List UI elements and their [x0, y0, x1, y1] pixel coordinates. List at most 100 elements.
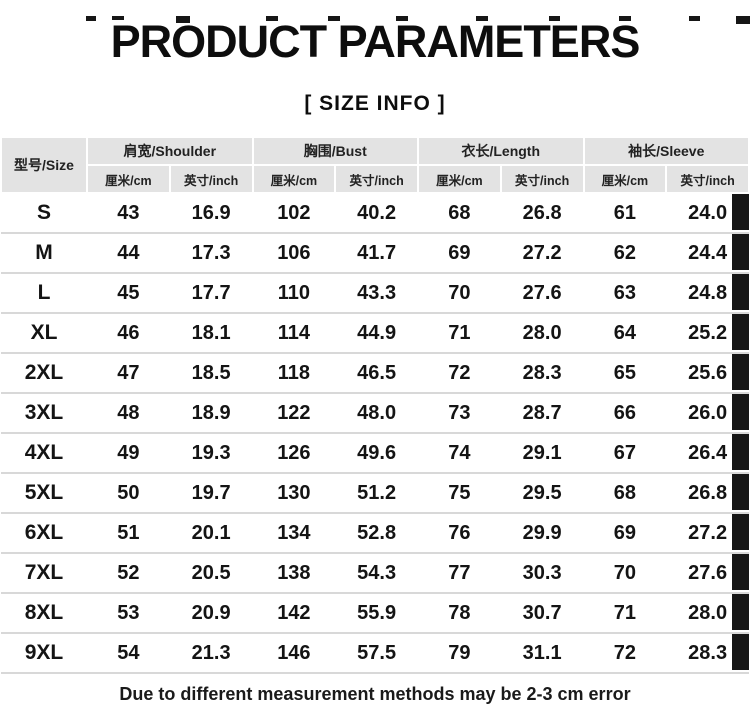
value-cell-inch: 28.3	[500, 353, 584, 394]
table-row: 9XL 54 21.3 146 57.5 79 31.1 72 28.3	[1, 633, 749, 674]
value-cell-inch: 25.2	[666, 313, 749, 354]
unit-header-inch: 英寸/inch	[499, 164, 585, 194]
value-cell-cm: 73	[418, 393, 501, 434]
value-cell-cm: 134	[252, 513, 336, 554]
value-cell-cm: 68	[583, 473, 667, 514]
value-cell-inch: 54.3	[335, 553, 418, 594]
value-cell-inch: 26.8	[666, 473, 749, 514]
value-cell-inch: 20.9	[169, 593, 253, 634]
value-cell-inch: 27.6	[500, 273, 584, 314]
value-cell-inch: 44.9	[335, 313, 418, 354]
value-cell-inch: 27.6	[666, 553, 749, 594]
value-cell-inch: 26.4	[666, 433, 749, 474]
table-row: S 43 16.9 102 40.2 68 26.8 61 24.0	[1, 193, 749, 234]
value-cell-cm: 78	[418, 593, 501, 634]
value-cell-inch: 17.3	[169, 233, 253, 274]
size-table: 型号/Size 肩宽/Shoulder 胸围/Bust 衣长/Length 袖长…	[0, 136, 750, 674]
size-table-header: 型号/Size 肩宽/Shoulder 胸围/Bust 衣长/Length 袖长…	[0, 136, 750, 194]
size-label: 3XL	[1, 393, 87, 434]
value-cell-cm: 67	[583, 433, 667, 474]
value-cell-cm: 43	[87, 193, 170, 234]
value-cell-cm: 76	[418, 513, 501, 554]
value-cell-inch: 28.3	[666, 633, 749, 674]
value-cell-cm: 70	[583, 553, 667, 594]
value-cell-cm: 50	[87, 473, 170, 514]
value-cell-cm: 47	[87, 353, 170, 394]
table-row: 3XL 48 18.9 122 48.0 73 28.7 66 26.0	[1, 393, 749, 434]
size-label: XL	[1, 313, 87, 354]
crop-artifacts	[0, 16, 750, 26]
value-cell-cm: 122	[252, 393, 336, 434]
table-row: XL 46 18.1 114 44.9 71 28.0 64 25.2	[1, 313, 749, 354]
value-cell-cm: 65	[583, 353, 667, 394]
measurement-error-note: Due to different measurement methods may…	[119, 684, 631, 704]
value-cell-inch: 20.1	[169, 513, 253, 554]
value-cell-inch: 24.0	[666, 193, 749, 234]
size-label: L	[1, 273, 87, 314]
value-cell-inch: 29.9	[500, 513, 584, 554]
value-cell-inch: 19.3	[169, 433, 253, 474]
unit-header-inch: 英寸/inch	[665, 164, 750, 194]
value-cell-inch: 25.6	[666, 353, 749, 394]
size-label: 8XL	[1, 593, 87, 634]
value-cell-cm: 114	[252, 313, 336, 354]
value-cell-cm: 45	[87, 273, 170, 314]
table-row: 6XL 51 20.1 134 52.8 76 29.9 69 27.2	[1, 513, 749, 554]
group-header-length: 衣长/Length	[417, 136, 585, 166]
value-cell-cm: 46	[87, 313, 170, 354]
value-cell-inch: 24.4	[666, 233, 749, 274]
value-cell-inch: 26.0	[666, 393, 749, 434]
size-label: 7XL	[1, 553, 87, 594]
unit-header-cm: 厘米/cm	[86, 164, 171, 194]
table-row: 5XL 50 19.7 130 51.2 75 29.5 68 26.8	[1, 473, 749, 514]
value-cell-inch: 24.8	[666, 273, 749, 314]
value-cell-cm: 71	[583, 593, 667, 634]
value-cell-cm: 77	[418, 553, 501, 594]
size-column-header: 型号/Size	[0, 136, 88, 194]
value-cell-inch: 18.9	[169, 393, 253, 434]
size-label: 2XL	[1, 353, 87, 394]
value-cell-inch: 30.7	[500, 593, 584, 634]
table-row: 8XL 53 20.9 142 55.9 78 30.7 71 28.0	[1, 593, 749, 634]
size-label: 9XL	[1, 633, 87, 674]
unit-header-inch: 英寸/inch	[334, 164, 419, 194]
page-title: PRODUCT PARAMETERS	[110, 16, 641, 67]
value-cell-cm: 69	[418, 233, 501, 274]
value-cell-cm: 106	[252, 233, 336, 274]
value-cell-cm: 79	[418, 633, 501, 674]
value-cell-inch: 29.5	[500, 473, 584, 514]
value-cell-cm: 138	[252, 553, 336, 594]
value-cell-cm: 72	[583, 633, 667, 674]
value-cell-cm: 54	[87, 633, 170, 674]
value-cell-inch: 28.0	[500, 313, 584, 354]
value-cell-inch: 27.2	[500, 233, 584, 274]
table-row: 2XL 47 18.5 118 46.5 72 28.3 65 25.6	[1, 353, 749, 394]
value-cell-cm: 142	[252, 593, 336, 634]
value-cell-cm: 53	[87, 593, 170, 634]
value-cell-inch: 18.5	[169, 353, 253, 394]
value-cell-inch: 20.5	[169, 553, 253, 594]
value-cell-inch: 18.1	[169, 313, 253, 354]
value-cell-inch: 28.7	[500, 393, 584, 434]
value-cell-cm: 68	[418, 193, 501, 234]
value-cell-inch: 48.0	[335, 393, 418, 434]
table-row: 4XL 49 19.3 126 49.6 74 29.1 67 26.4	[1, 433, 749, 474]
value-cell-cm: 61	[583, 193, 667, 234]
group-header-shoulder: 肩宽/Shoulder	[86, 136, 254, 166]
unit-header-row: 厘米/cm 英寸/inch 厘米/cm 英寸/inch 厘米/cm 英寸/inc…	[1, 164, 750, 194]
value-cell-cm: 102	[252, 193, 336, 234]
value-cell-cm: 70	[418, 273, 501, 314]
value-cell-inch: 21.3	[169, 633, 253, 674]
group-header-bust: 胸围/Bust	[251, 136, 419, 166]
group-header-sleeve: 袖长/Sleeve	[582, 136, 750, 166]
value-cell-inch: 52.8	[335, 513, 418, 554]
value-cell-inch: 41.7	[335, 233, 418, 274]
value-cell-inch: 27.2	[666, 513, 749, 554]
value-cell-cm: 49	[87, 433, 170, 474]
value-cell-cm: 118	[252, 353, 336, 394]
value-cell-inch: 31.1	[500, 633, 584, 674]
value-cell-inch: 49.6	[335, 433, 418, 474]
value-cell-cm: 63	[583, 273, 667, 314]
value-cell-cm: 72	[418, 353, 501, 394]
size-label: 4XL	[1, 433, 87, 474]
